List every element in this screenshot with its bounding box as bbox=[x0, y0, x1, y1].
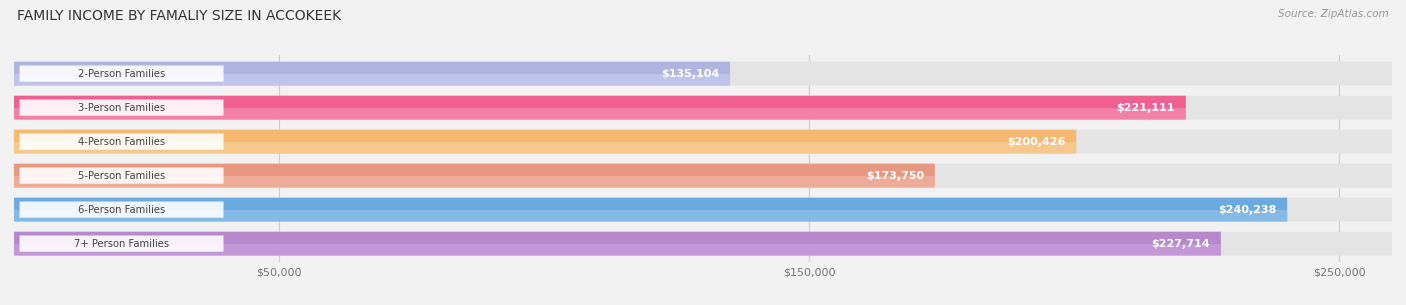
Text: 3-Person Families: 3-Person Families bbox=[77, 102, 165, 113]
FancyBboxPatch shape bbox=[20, 99, 224, 116]
FancyBboxPatch shape bbox=[14, 62, 730, 85]
FancyBboxPatch shape bbox=[14, 96, 1185, 120]
FancyBboxPatch shape bbox=[14, 164, 935, 188]
FancyBboxPatch shape bbox=[14, 96, 1392, 120]
FancyBboxPatch shape bbox=[14, 130, 1076, 153]
FancyBboxPatch shape bbox=[14, 142, 1076, 153]
Text: $221,111: $221,111 bbox=[1116, 102, 1175, 113]
FancyBboxPatch shape bbox=[14, 108, 1185, 120]
FancyBboxPatch shape bbox=[14, 210, 1288, 221]
Text: Source: ZipAtlas.com: Source: ZipAtlas.com bbox=[1278, 9, 1389, 19]
FancyBboxPatch shape bbox=[14, 198, 1288, 221]
FancyBboxPatch shape bbox=[14, 74, 730, 85]
FancyBboxPatch shape bbox=[14, 62, 1392, 85]
FancyBboxPatch shape bbox=[14, 176, 935, 188]
FancyBboxPatch shape bbox=[20, 167, 224, 184]
Text: 4-Person Families: 4-Person Families bbox=[77, 137, 165, 147]
FancyBboxPatch shape bbox=[14, 164, 1392, 188]
FancyBboxPatch shape bbox=[14, 130, 1392, 153]
FancyBboxPatch shape bbox=[14, 244, 1220, 256]
Text: $240,238: $240,238 bbox=[1218, 205, 1277, 215]
Text: 5-Person Families: 5-Person Families bbox=[77, 170, 165, 181]
FancyBboxPatch shape bbox=[14, 198, 1392, 221]
Text: 2-Person Families: 2-Person Families bbox=[77, 69, 165, 79]
Text: 7+ Person Families: 7+ Person Families bbox=[75, 239, 169, 249]
Text: $135,104: $135,104 bbox=[661, 69, 718, 79]
Text: $200,426: $200,426 bbox=[1007, 137, 1066, 147]
FancyBboxPatch shape bbox=[20, 235, 224, 252]
FancyBboxPatch shape bbox=[14, 232, 1220, 256]
FancyBboxPatch shape bbox=[20, 202, 224, 218]
Text: $227,714: $227,714 bbox=[1152, 239, 1209, 249]
Text: $173,750: $173,750 bbox=[866, 170, 924, 181]
FancyBboxPatch shape bbox=[14, 232, 1392, 256]
FancyBboxPatch shape bbox=[20, 66, 224, 82]
Text: 6-Person Families: 6-Person Families bbox=[77, 205, 165, 215]
FancyBboxPatch shape bbox=[20, 134, 224, 150]
Text: FAMILY INCOME BY FAMALIY SIZE IN ACCOKEEK: FAMILY INCOME BY FAMALIY SIZE IN ACCOKEE… bbox=[17, 9, 342, 23]
